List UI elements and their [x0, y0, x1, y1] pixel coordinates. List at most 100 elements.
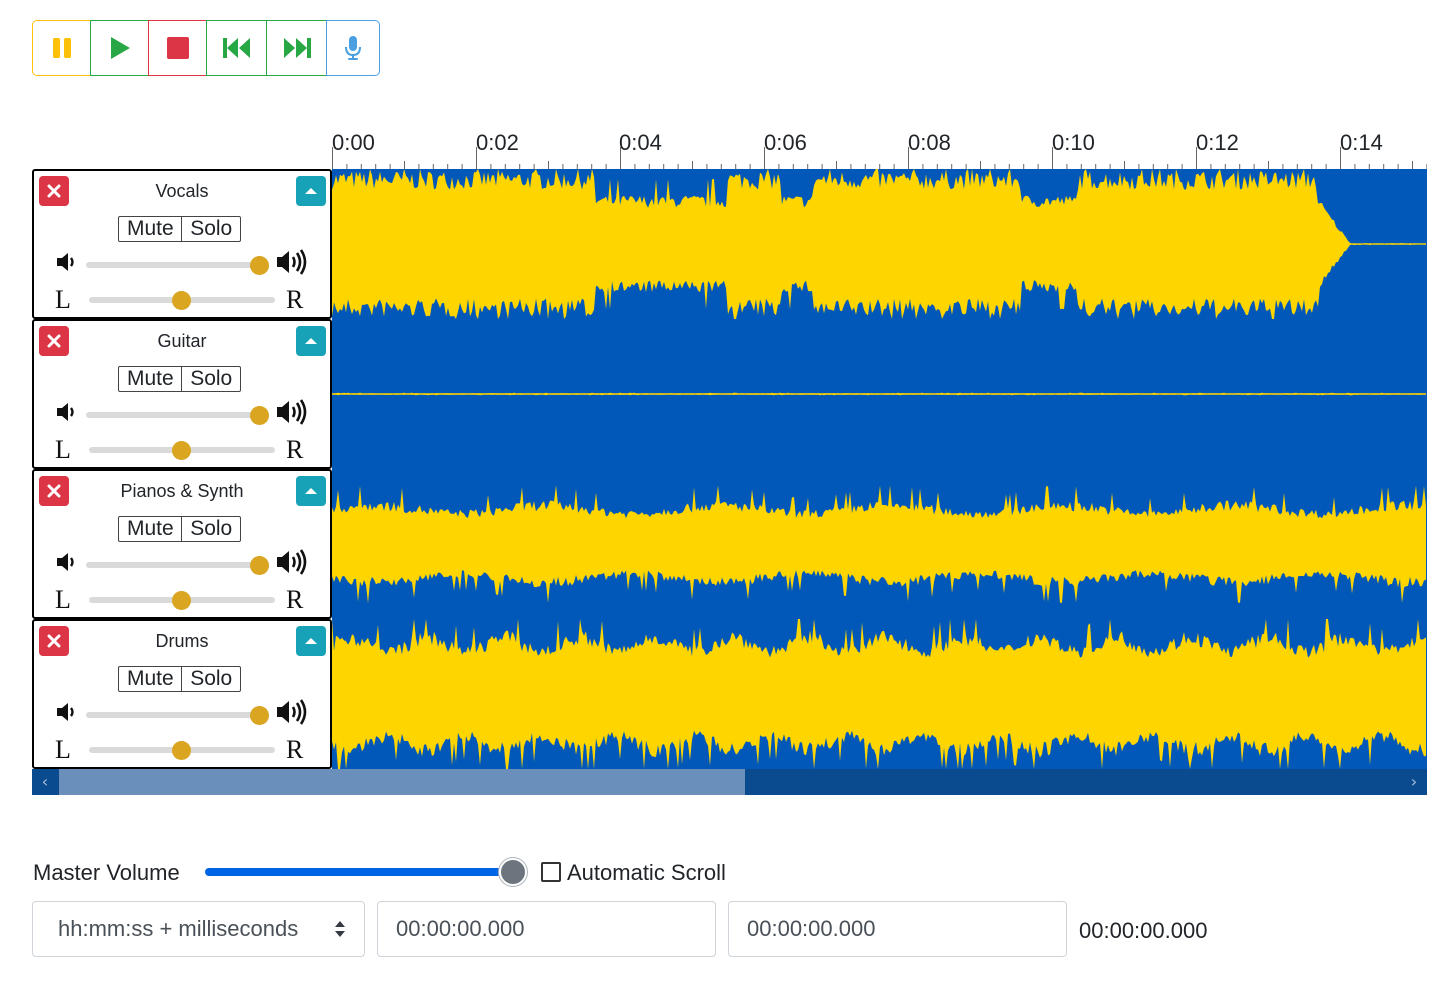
volume-up-icon — [277, 549, 307, 575]
rewind-icon — [222, 38, 250, 58]
playlist: Vocals Mute Solo L R Guitar — [32, 169, 1427, 769]
caret-up-icon — [305, 338, 317, 344]
volume-slider-thumb[interactable] — [250, 406, 269, 425]
waveform-guitar[interactable] — [332, 319, 1427, 469]
track-controls: Pianos & Synth Mute Solo L R — [32, 469, 332, 619]
waveform-drums[interactable] — [332, 619, 1427, 769]
automatic-scroll-label[interactable]: Automatic Scroll — [567, 860, 726, 885]
mute-button[interactable]: Mute — [118, 216, 183, 242]
fast-forward-icon — [283, 38, 311, 58]
remove-track-button[interactable] — [39, 326, 69, 356]
timescale: 0:00 0:02 0:04 0:06 0:08 0:10 0:12 0:14 — [332, 125, 1427, 169]
waveform-pianos-synth[interactable] — [332, 469, 1427, 619]
mute-solo-group: Mute Solo — [118, 216, 242, 242]
horizontal-scrollbar[interactable]: ‹ › — [32, 769, 1427, 795]
solo-button[interactable]: Solo — [181, 366, 242, 392]
volume-slider-thumb[interactable] — [250, 556, 269, 575]
scrollbar-thumb[interactable] — [59, 769, 745, 795]
automatic-scroll-checkbox[interactable] — [541, 862, 561, 882]
track-controls: Guitar Mute Solo L R — [32, 319, 332, 469]
mute-button[interactable]: Mute — [118, 516, 183, 542]
close-icon — [47, 184, 61, 198]
timescale-label: 0:14 — [1340, 130, 1383, 155]
master-volume-slider[interactable] — [205, 868, 515, 876]
waveform-fill — [332, 619, 1426, 769]
select-caret-icon — [335, 921, 345, 937]
collapse-track-button[interactable] — [296, 326, 326, 356]
waveform-shape — [332, 169, 1426, 319]
time-format-select[interactable]: hh:mm:ss + milliseconds — [32, 901, 365, 957]
caret-up-icon — [305, 638, 317, 644]
pan-left-label: L — [55, 585, 71, 614]
stop-button[interactable] — [148, 20, 207, 76]
mute-solo-group: Mute Solo — [118, 666, 242, 692]
timescale-label: 0:12 — [1196, 130, 1239, 155]
caret-up-icon — [305, 188, 317, 194]
remove-track-button[interactable] — [39, 626, 69, 656]
timescale-ticks — [332, 147, 1427, 169]
close-icon — [47, 334, 61, 348]
volume-down-icon — [57, 253, 74, 271]
pan-slider-thumb[interactable] — [172, 741, 191, 760]
volume-slider[interactable] — [86, 712, 266, 718]
pan-left-label: L — [55, 735, 71, 764]
selection-end-input[interactable]: 00:00:00.000 — [728, 901, 1067, 957]
solo-button[interactable]: Solo — [181, 216, 242, 242]
scroll-left-icon[interactable]: ‹ — [41, 772, 49, 791]
microphone-icon — [345, 36, 361, 60]
solo-button[interactable]: Solo — [181, 516, 242, 542]
play-icon — [110, 37, 130, 59]
pan-left-label: L — [55, 285, 71, 314]
close-icon — [47, 634, 61, 648]
volume-slider[interactable] — [86, 562, 266, 568]
audio-position-readout: 00:00:00.000 — [1079, 918, 1208, 943]
volume-slider[interactable] — [86, 262, 266, 268]
track-vocals: Vocals Mute Solo L R — [32, 169, 1427, 319]
timescale-label: 0:00 — [332, 130, 375, 155]
pan-slider-thumb[interactable] — [172, 441, 191, 460]
fast-forward-button[interactable] — [266, 20, 327, 76]
volume-down-icon — [57, 553, 74, 571]
pan-right-label: R — [286, 735, 304, 764]
solo-button[interactable]: Solo — [181, 666, 242, 692]
mute-button[interactable]: Mute — [118, 666, 183, 692]
pan-right-label: R — [286, 435, 304, 464]
collapse-track-button[interactable] — [296, 176, 326, 206]
selection-start-input[interactable]: 00:00:00.000 — [377, 901, 716, 957]
mute-solo-group: Mute Solo — [118, 516, 242, 542]
stop-icon — [166, 37, 189, 59]
timescale-label: 0:04 — [619, 130, 662, 155]
master-volume-thumb[interactable] — [499, 858, 527, 886]
master-volume-label: Master Volume — [33, 860, 180, 885]
track-controls: Vocals Mute Solo L R — [32, 169, 332, 319]
volume-up-icon — [277, 249, 307, 275]
pan-right-label: R — [286, 285, 304, 314]
volume-down-icon — [57, 703, 74, 721]
track-drums: Drums Mute Solo L R — [32, 619, 1427, 769]
pan-slider-thumb[interactable] — [172, 591, 191, 610]
collapse-track-button[interactable] — [296, 476, 326, 506]
volume-slider-thumb[interactable] — [250, 706, 269, 725]
timescale-label: 0:08 — [908, 130, 951, 155]
play-button[interactable] — [90, 20, 149, 76]
record-button[interactable] — [326, 20, 380, 76]
track-pianos-synth: Pianos & Synth Mute Solo L R — [32, 469, 1427, 619]
waveform-shape — [332, 619, 1426, 769]
waveform-vocals[interactable] — [332, 169, 1427, 319]
timescale-label: 0:06 — [764, 130, 807, 155]
mute-button[interactable]: Mute — [118, 366, 183, 392]
pan-slider-thumb[interactable] — [172, 291, 191, 310]
remove-track-button[interactable] — [39, 476, 69, 506]
volume-slider-thumb[interactable] — [250, 256, 269, 275]
timescale-label: 0:02 — [476, 130, 519, 155]
transport-toolbar — [32, 20, 380, 76]
waveform-fill — [332, 485, 1426, 603]
remove-track-button[interactable] — [39, 176, 69, 206]
scroll-right-icon[interactable]: › — [1410, 772, 1418, 791]
volume-slider[interactable] — [86, 412, 266, 418]
collapse-track-button[interactable] — [296, 626, 326, 656]
rewind-button[interactable] — [206, 20, 267, 76]
volume-up-icon — [277, 399, 307, 425]
pause-button[interactable] — [32, 20, 91, 76]
volume-down-icon — [57, 403, 74, 421]
